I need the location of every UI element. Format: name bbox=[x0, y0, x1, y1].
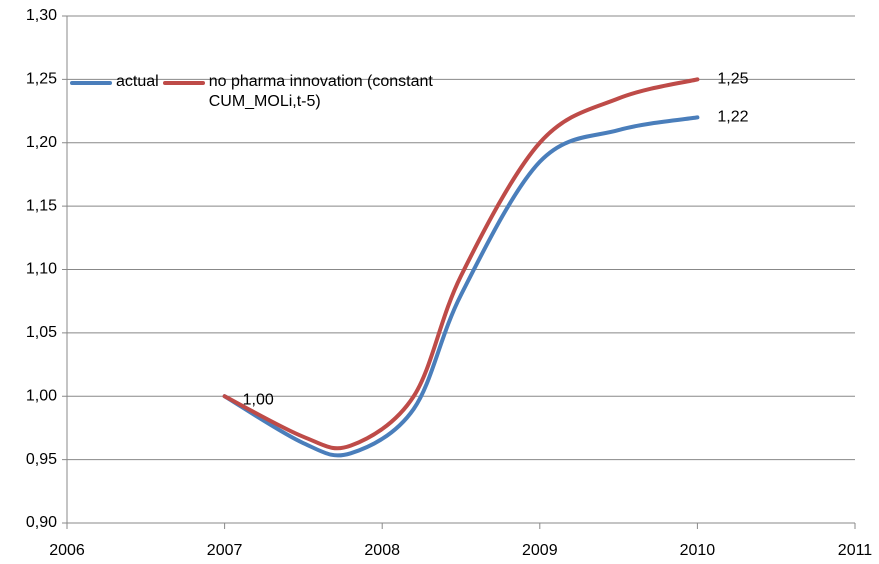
y-tick-label: 0,95 bbox=[26, 451, 57, 468]
y-tick-label: 1,25 bbox=[26, 71, 57, 88]
data-label: 1,25 bbox=[717, 71, 748, 88]
x-tick-label: 2007 bbox=[207, 542, 243, 559]
y-tick-label: 0,90 bbox=[26, 514, 57, 531]
legend: actual no pharma innovation (constant CUM… bbox=[70, 72, 483, 112]
x-tick-label: 2009 bbox=[522, 542, 558, 559]
legend-item: actual bbox=[70, 72, 159, 92]
y-tick-label: 1,30 bbox=[26, 7, 57, 24]
legend-label: actual bbox=[116, 73, 159, 90]
y-tick-label: 1,20 bbox=[26, 134, 57, 151]
line-series bbox=[222, 77, 700, 451]
line-series bbox=[222, 115, 700, 458]
legend-item: no pharma innovation (constant CUM_MOLi,… bbox=[162, 72, 479, 112]
x-tick-label: 2010 bbox=[680, 542, 716, 559]
data-label: 1,00 bbox=[243, 391, 274, 408]
legend-label: no pharma innovation (constant CUM_MOLi,… bbox=[208, 73, 433, 110]
x-tick-label: 2008 bbox=[364, 542, 400, 559]
x-tick-label: 2011 bbox=[838, 542, 873, 559]
data-label: 1,22 bbox=[717, 109, 748, 126]
legend-swatch bbox=[70, 81, 112, 85]
x-tick-label: 2006 bbox=[49, 542, 85, 559]
y-tick-label: 1,10 bbox=[26, 261, 57, 278]
y-tick-label: 1,00 bbox=[26, 387, 57, 404]
legend-swatch bbox=[162, 81, 205, 85]
y-tick-label: 1,05 bbox=[26, 324, 57, 341]
y-tick-label: 1,15 bbox=[26, 197, 57, 214]
